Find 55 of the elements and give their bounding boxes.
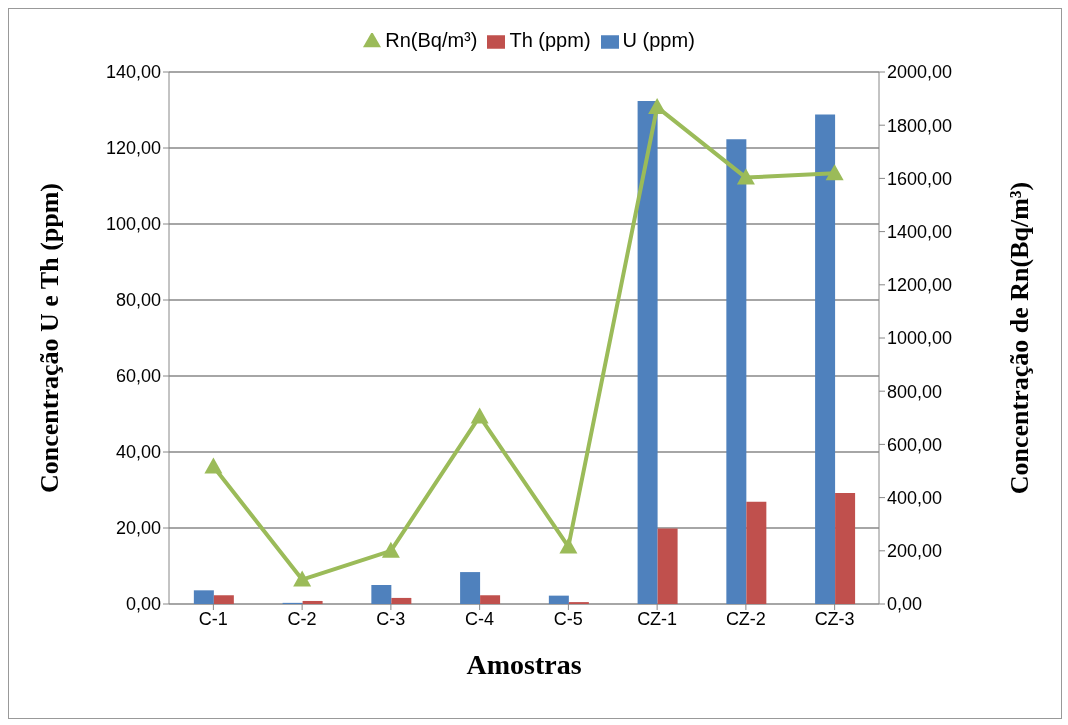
y-tick-label: 80,00 — [115, 290, 161, 311]
legend-label: Rn(Bq/m³) — [385, 29, 478, 51]
bar — [371, 585, 392, 604]
point — [825, 164, 844, 181]
bar — [637, 100, 658, 604]
y-axis-title: Concentração U e Th (ppm) — [35, 182, 65, 494]
y2-tick-label: 1400,00 — [887, 221, 953, 242]
point — [648, 98, 667, 115]
point — [736, 168, 755, 185]
bar — [726, 139, 747, 604]
y2-axis-title: Concentração de Rn(Bq/m³) — [1005, 181, 1035, 495]
y-tick-label: 140,00 — [105, 62, 161, 83]
bar — [815, 114, 836, 604]
x-tick-label: C-2 — [287, 608, 317, 629]
y2-tick-label: 1000,00 — [887, 328, 953, 349]
y2-tick-label: 0,00 — [887, 594, 923, 615]
legend-label: Th (ppm) — [509, 29, 591, 51]
bar — [302, 600, 323, 604]
x-tick-label: C-4 — [465, 608, 495, 629]
y2-tick-label: 400,00 — [887, 487, 943, 508]
bar — [657, 528, 678, 604]
y-tick-label: 100,00 — [105, 214, 161, 235]
y-tick-label: 120,00 — [105, 138, 161, 159]
x-tick-label: C-1 — [198, 608, 228, 629]
point — [381, 541, 400, 558]
x-tick-label: C-3 — [376, 608, 406, 629]
bar — [480, 595, 501, 604]
bar — [835, 493, 856, 604]
bar — [548, 595, 569, 604]
y-tick-label: 40,00 — [115, 442, 161, 463]
y2-tick-label: 800,00 — [887, 381, 943, 402]
x-tick-label: CZ-1 — [637, 608, 678, 629]
y2-tick-label: 1600,00 — [887, 168, 953, 189]
legend-label: U (ppm) — [622, 29, 695, 51]
x-axis-title: Amostras — [466, 649, 582, 680]
point — [559, 537, 578, 554]
x-tick-label: C-5 — [553, 608, 583, 629]
bar — [391, 597, 412, 604]
y2-tick-label: 1800,00 — [887, 115, 953, 136]
bar — [746, 501, 767, 604]
bar — [193, 590, 214, 604]
y2-tick-label: 600,00 — [887, 434, 943, 455]
point — [293, 570, 312, 587]
bar — [213, 595, 234, 604]
x-tick-label: CZ-2 — [725, 608, 766, 629]
y-tick-label: 20,00 — [115, 518, 161, 539]
y2-tick-label: 2000,00 — [887, 62, 953, 83]
y2-tick-label: 1200,00 — [887, 275, 953, 296]
point — [470, 407, 489, 424]
y-tick-label: 0,00 — [125, 594, 161, 615]
y2-tick-label: 200,00 — [887, 541, 943, 562]
x-tick-label: CZ-3 — [814, 608, 855, 629]
y-tick-label: 60,00 — [115, 366, 161, 387]
bar — [460, 572, 481, 604]
point — [204, 457, 223, 474]
